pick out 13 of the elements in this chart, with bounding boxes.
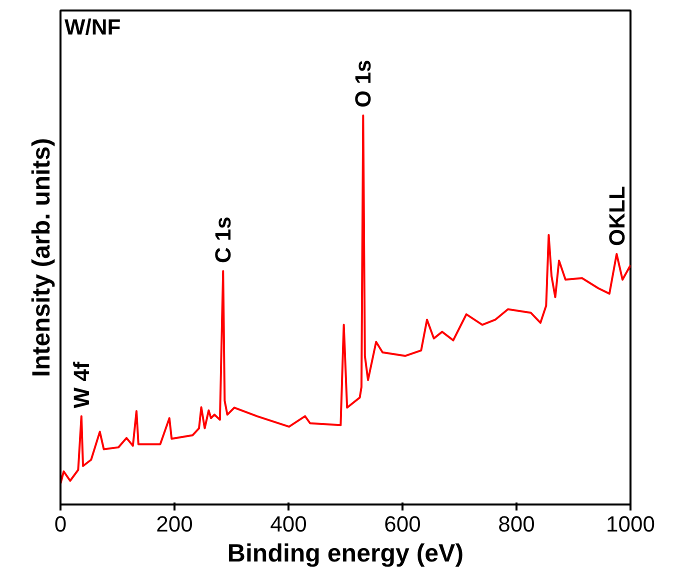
annotation: O 1s [350, 60, 376, 108]
x-tick-label: 600 [384, 512, 421, 536]
x-tick-label: 400 [270, 512, 307, 536]
text: W/NF [64, 14, 121, 40]
annotation: W 4f [69, 361, 94, 408]
x-tick-label: 200 [156, 512, 193, 536]
annotation: OKLL [604, 186, 630, 246]
x-tick-label: 1000 [606, 512, 655, 536]
annotation: C 1s [210, 216, 236, 264]
x-tick-label: 0 [54, 512, 67, 536]
x-axis-title: Binding energy (eV) [227, 540, 464, 568]
x-tick-label: 800 [498, 512, 535, 536]
y-axis-title: Intensity (arb. units) [28, 138, 56, 377]
